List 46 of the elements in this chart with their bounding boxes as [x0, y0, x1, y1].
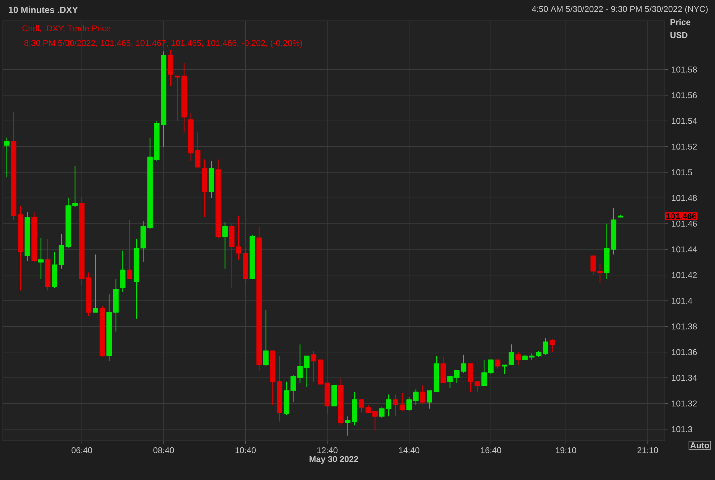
candlestick [4, 137, 10, 178]
candlestick [38, 238, 44, 280]
candlestick [550, 339, 556, 353]
y-tick-label: 101.34 [672, 375, 698, 382]
y-tick-label: 101.56 [672, 92, 698, 98]
y-tick-label: 101.36 [672, 349, 698, 356]
candlestick [222, 222, 228, 270]
y-tick-label: 101.52 [672, 144, 697, 150]
candlestick [440, 357, 446, 384]
y-tick-label: 101.5 [672, 170, 692, 176]
x-tick-label: 12:40 [318, 448, 338, 454]
candlestick [93, 254, 98, 313]
x-axis-title: May 30 2022 [310, 456, 358, 464]
x-tick-label: 21:10 [638, 448, 658, 454]
x-tick-label: 06:40 [72, 448, 92, 454]
candlestick [127, 220, 133, 280]
y-tick-label: 101.58 [672, 66, 698, 73]
y-tick-label: 101.48 [672, 195, 698, 202]
candlestick [168, 50, 174, 87]
x-tick-label: 14:40 [399, 448, 420, 454]
y-tick-label: 101.54 [672, 118, 698, 124]
x-tick-label: 10:40 [236, 448, 256, 454]
x-tick-label: 08:40 [154, 448, 174, 454]
y-tick-label: 101.42 [672, 272, 697, 278]
y-tick-label: 101.32 [672, 400, 697, 407]
annotation: Cndl, .DXY, Trade Price [22, 25, 111, 33]
chart-subtitle: 4:50 AM 5/30/2022 - 9:30 PM 5/30/2022 (NYC) [532, 6, 708, 14]
text: 101.466 [666, 214, 697, 220]
x-tick-label: 16:40 [481, 448, 502, 454]
chart-title: 10 Minutes .DXY [9, 6, 78, 14]
candlestick [263, 310, 269, 367]
candlestick [516, 352, 522, 366]
annotation: 8:30 PM 5/30/2022, 101.465, 101.467, 101.465, 101.466, -0.202, (-0.20%) [24, 40, 302, 48]
candlestick [332, 385, 338, 407]
y-axis-title: Price USD [670, 19, 691, 38]
candlestick [208, 160, 214, 199]
candlestick [202, 159, 208, 218]
x-tick-label: 19:10 [556, 448, 576, 454]
y-tick-label: 101.46 [672, 220, 698, 227]
y-tick-label: 101.38 [672, 324, 698, 330]
candlestick [420, 385, 426, 404]
y-tick-label: 101.4 [672, 298, 692, 304]
text: Auto [690, 442, 710, 449]
candlestick [120, 250, 126, 292]
y-tick-label: 101.3 [672, 426, 692, 432]
y-tick-label: 101.44 [672, 246, 698, 253]
